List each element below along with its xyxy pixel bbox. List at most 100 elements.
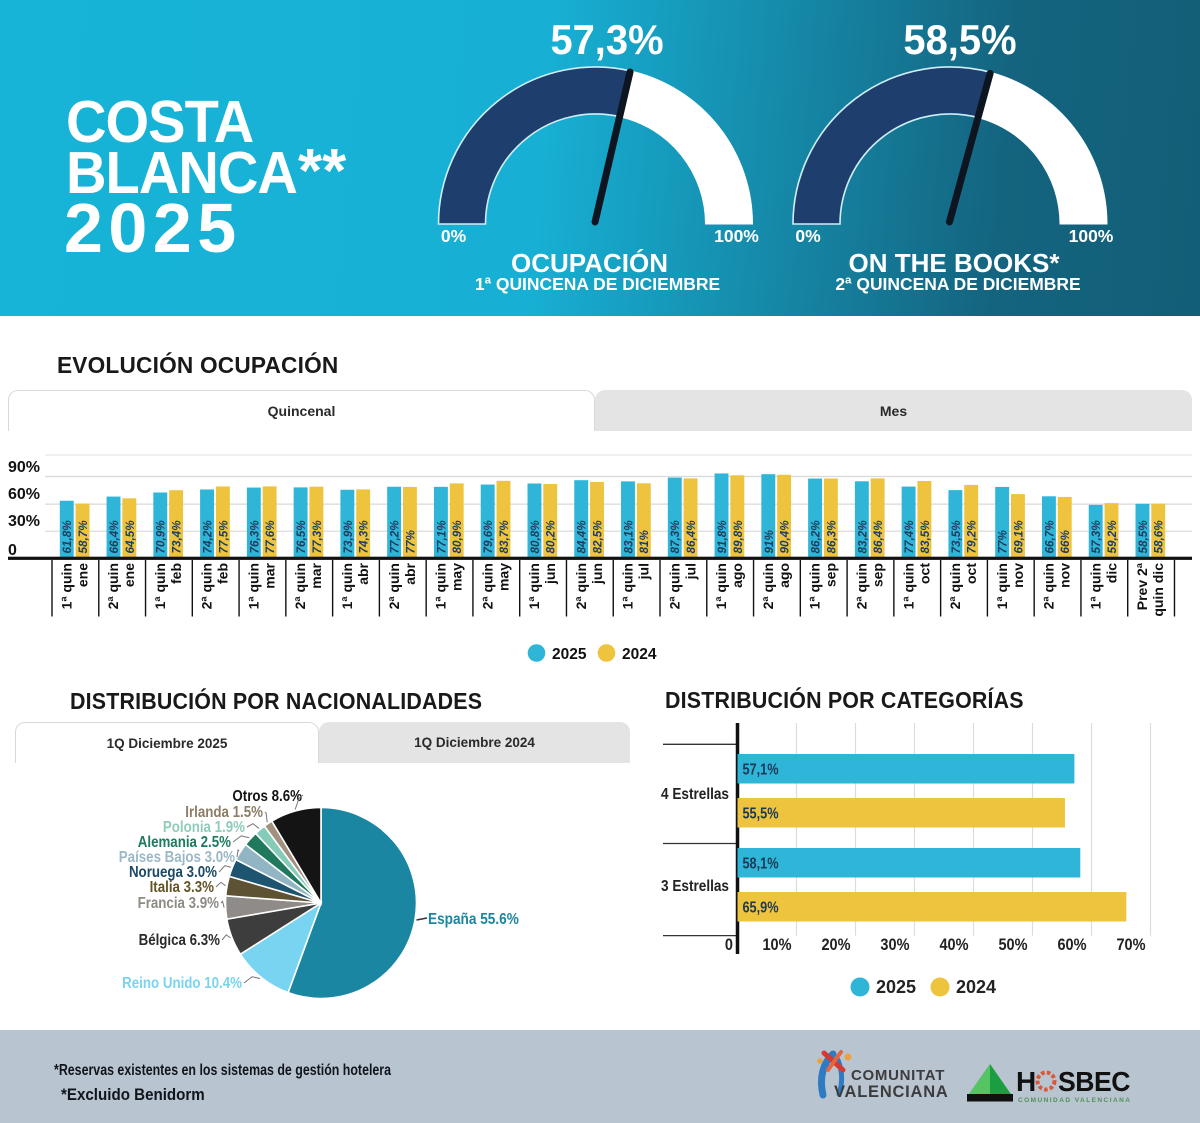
svg-text:77,4%: 77,4% [903,520,916,554]
svg-text:83,2%: 83,2% [856,520,869,554]
svg-text:80,8%: 80,8% [529,520,542,554]
svg-text:quin dic: quin dic [1150,563,1166,617]
svg-text:83,1%: 83,1% [622,520,635,554]
svg-text:73,9%: 73,9% [342,520,355,554]
svg-text:91,8%: 91,8% [716,520,729,554]
svg-text:jul: jul [682,563,698,580]
svg-text:74,2%: 74,2% [202,520,215,554]
svg-text:76,5%: 76,5% [295,520,308,554]
svg-text:77%: 77% [404,529,417,553]
svg-text:70%: 70% [1116,936,1145,954]
svg-text:1ª quin: 1ª quin [620,563,636,609]
svg-text:82,5%: 82,5% [591,520,604,554]
svg-text:57,3%: 57,3% [550,16,663,63]
svg-text:1ª quin: 1ª quin [994,563,1010,609]
svg-text:2ª quin: 2ª quin [199,563,215,609]
svg-text:73,4%: 73,4% [171,520,184,554]
svg-text:2025: 2025 [876,977,916,997]
svg-text:2024: 2024 [622,646,657,663]
svg-text:Alemania 2.5%: Alemania 2.5% [138,834,231,851]
svg-text:1ª quin: 1ª quin [245,563,261,609]
svg-text:abr: abr [402,562,418,584]
svg-text:España 55.6%: España 55.6% [428,911,519,928]
svg-text:81%: 81% [638,529,651,553]
svg-text:1ª quin: 1ª quin [713,563,729,609]
svg-text:OCUPACIÓN: OCUPACIÓN [511,248,668,278]
svg-text:2ª quin: 2ª quin [573,563,589,609]
svg-text:2ª quin: 2ª quin [479,563,495,609]
svg-text:74,3%: 74,3% [358,520,371,554]
svg-text:1ª QUINCENA DE DICIEMBRE: 1ª QUINCENA DE DICIEMBRE [475,274,720,294]
svg-text:ON THE BOOKS*: ON THE BOOKS* [849,248,1061,278]
svg-text:69,1%: 69,1% [1012,520,1025,554]
svg-text:ago: ago [729,563,745,588]
svg-text:0: 0 [725,936,733,954]
svg-text:1ª quin: 1ª quin [526,563,542,609]
svg-text:Prev 2ª: Prev 2ª [1134,562,1150,610]
svg-text:2ª quin: 2ª quin [1041,563,1057,609]
svg-text:58,1%: 58,1% [743,855,779,872]
svg-text:57,3%: 57,3% [1090,520,1103,554]
svg-text:may: may [495,563,511,591]
svg-text:59,2%: 59,2% [1106,520,1119,554]
svg-text:3 Estrellas: 3 Estrellas [661,878,729,895]
svg-text:77,3%: 77,3% [311,520,324,554]
svg-text:1ª quin: 1ª quin [900,563,916,609]
svg-text:2ª quin: 2ª quin [853,563,869,609]
svg-text:79,2%: 79,2% [966,520,979,554]
svg-text:nov: nov [1057,563,1073,588]
svg-text:1ª quin: 1ª quin [1087,563,1103,609]
svg-text:feb: feb [168,563,184,584]
svg-text:1ª quin: 1ª quin [58,563,74,609]
svg-text:77,1%: 77,1% [435,520,448,554]
svg-text:10%: 10% [762,936,791,954]
svg-text:2ª quin: 2ª quin [947,563,963,609]
svg-text:55,5%: 55,5% [743,805,779,822]
svg-text:77,6%: 77,6% [264,520,277,554]
svg-text:90,4%: 90,4% [779,520,792,554]
svg-text:60%: 60% [8,486,40,503]
svg-text:mar: mar [261,562,277,588]
svg-text:Otros 8.6%: Otros 8.6% [232,788,302,805]
svg-text:sep: sep [869,563,885,587]
svg-text:abr: abr [355,562,371,584]
svg-text:86,2%: 86,2% [810,520,823,554]
svg-text:30%: 30% [8,513,40,530]
svg-text:Irlanda 1.5%: Irlanda 1.5% [185,804,263,821]
svg-text:Francia 3.9%: Francia 3.9% [138,895,220,912]
svg-text:60%: 60% [1057,936,1086,954]
svg-text:1ª quin: 1ª quin [339,563,355,609]
svg-text:sep: sep [823,563,839,587]
svg-text:66,7%: 66,7% [1043,520,1056,554]
svg-text:77,2%: 77,2% [389,520,402,554]
svg-text:feb: feb [215,563,231,584]
svg-text:1ª quin: 1ª quin [433,563,449,609]
svg-text:mar: mar [308,562,324,588]
svg-text:58,7%: 58,7% [77,520,90,554]
svg-text:0%: 0% [441,226,467,246]
svg-text:2ª QUINCENA DE DICIEMBRE: 2ª QUINCENA DE DICIEMBRE [835,274,1080,294]
svg-text:79,6%: 79,6% [482,520,495,554]
svg-text:86,3%: 86,3% [825,520,838,554]
svg-text:40%: 40% [939,936,968,954]
svg-text:oct: oct [963,563,979,584]
svg-text:70,9%: 70,9% [155,520,168,554]
svg-text:Italia 3.3%: Italia 3.3% [150,879,215,896]
svg-text:ene: ene [74,563,90,587]
svg-text:86,4%: 86,4% [872,520,885,554]
svg-text:1ª quin: 1ª quin [152,563,168,609]
svg-text:Noruega 3.0%: Noruega 3.0% [129,864,217,881]
svg-text:66%: 66% [1059,529,1072,553]
svg-text:oct: oct [916,563,932,584]
svg-text:87,3%: 87,3% [669,520,682,554]
svg-text:80,2%: 80,2% [545,520,558,554]
svg-text:57,1%: 57,1% [743,761,779,778]
svg-text:jul: jul [636,563,652,580]
svg-text:64,5%: 64,5% [124,520,137,554]
svg-text:Reino Unido 10.4%: Reino Unido 10.4% [122,975,242,992]
svg-text:2ª quin: 2ª quin [386,563,402,609]
svg-text:2024: 2024 [956,977,996,997]
svg-text:90%: 90% [8,459,40,476]
svg-text:0%: 0% [795,226,821,246]
svg-text:2ª quin: 2ª quin [760,563,776,609]
